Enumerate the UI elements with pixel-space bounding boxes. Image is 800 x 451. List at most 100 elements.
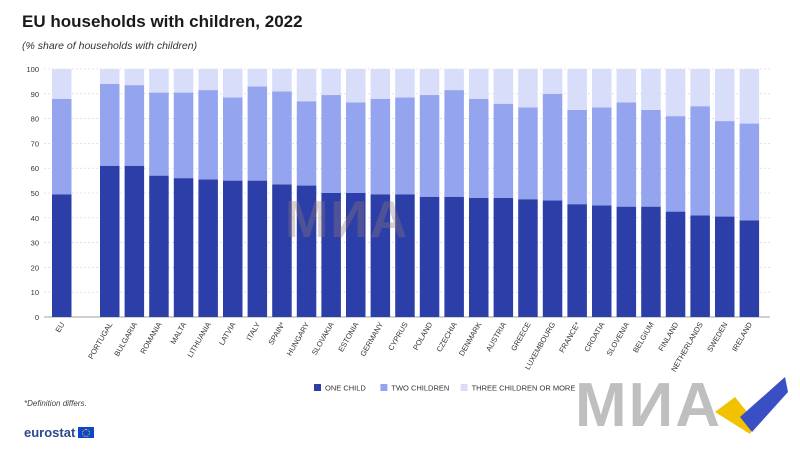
bar-three-or-more [444, 69, 464, 91]
y-tick-label: 50 [31, 189, 39, 198]
bar-three-or-more [346, 69, 366, 103]
y-tick-label: 20 [31, 263, 39, 272]
watermark-arrow-icon [715, 377, 788, 434]
bar-two-children [739, 123, 760, 221]
bar-one-child [444, 196, 464, 317]
x-tick-label: ROMANIA [138, 321, 163, 356]
bar-one-child [493, 197, 514, 317]
x-tick-label: SWEDEN [705, 321, 729, 354]
bar-three-or-more [739, 69, 760, 124]
y-tick-label: 30 [31, 239, 39, 248]
bar-one-child [395, 194, 415, 317]
x-tick-label: PORTUGAL [86, 321, 114, 361]
bar-three-or-more [321, 69, 341, 96]
bar-three-or-more [567, 69, 587, 110]
bar-two-children [641, 109, 661, 207]
legend-swatch [380, 384, 388, 391]
bar-two-children [469, 98, 489, 198]
bar-two-children [616, 102, 637, 207]
bar-one-child [616, 206, 637, 317]
x-tick-label: MALTA [169, 321, 189, 346]
bar-one-child [419, 196, 440, 317]
bar-two-children [346, 102, 366, 193]
bar-two-children [223, 97, 243, 181]
bar-two-children [419, 95, 440, 197]
bar-one-child [296, 185, 317, 317]
eu-flag-icon [78, 427, 95, 438]
bar-two-children [518, 107, 538, 200]
bar-one-child [149, 175, 169, 317]
bar-two-children [690, 106, 710, 216]
bar-one-child [346, 193, 366, 317]
x-tick-label: POLAND [411, 320, 435, 352]
bar-three-or-more [370, 69, 391, 99]
bar-three-or-more [616, 69, 637, 103]
bar-one-child [567, 204, 587, 317]
bar-one-child [665, 211, 686, 317]
bar-three-or-more [715, 69, 735, 122]
logo-text: eurostat [24, 425, 76, 440]
x-tick-label: GREECE [509, 321, 533, 353]
bar-one-child [173, 178, 194, 317]
bar-two-children [493, 103, 514, 198]
bar-three-or-more [469, 69, 489, 99]
bar-three-or-more [173, 69, 194, 93]
x-tick-label: ITALY [244, 321, 262, 343]
bar-one-child [370, 194, 391, 317]
bar-one-child [690, 215, 710, 317]
bar-one-child [542, 200, 563, 317]
legend-label: THREE CHILDREN OR MORE [472, 384, 576, 393]
x-tick-label: SPAIN* [266, 320, 286, 346]
bar-two-children [542, 93, 563, 201]
y-tick-label: 10 [31, 288, 39, 297]
bar-one-child [52, 194, 72, 317]
watermark-center: МИА [285, 191, 410, 249]
bar-one-child [223, 180, 243, 317]
footnote: *Definition differs. [24, 399, 87, 408]
bar-two-children [272, 91, 292, 185]
legend-label: TWO CHILDREN [391, 384, 449, 393]
y-tick-label: 80 [31, 115, 39, 124]
bar-two-children [444, 90, 464, 197]
legend-label: ONE CHILD [325, 384, 366, 393]
x-tick-label: BULGARIA [112, 321, 139, 358]
y-tick-label: 0 [35, 313, 39, 322]
bar-one-child [272, 184, 292, 317]
watermark-bottom-right: МИА [575, 371, 722, 440]
bar-three-or-more [296, 69, 317, 102]
x-tick-label: BELGIUM [631, 321, 656, 355]
x-tick-label: FRANCE* [557, 320, 582, 354]
bar-three-or-more [198, 69, 218, 91]
x-tick-label: CYPRUS [386, 321, 409, 353]
bar-one-child [592, 205, 612, 317]
bar-three-or-more [100, 69, 120, 84]
x-tick-label: DENMARK [457, 321, 484, 358]
x-tick-label: IRELAND [730, 320, 754, 353]
bar-three-or-more [690, 69, 710, 107]
bar-three-or-more [493, 69, 514, 104]
x-tick-label: CZECHIA [435, 321, 459, 354]
bar-three-or-more [52, 69, 72, 99]
bar-three-or-more [149, 69, 169, 93]
y-tick-label: 100 [26, 65, 39, 74]
x-tick-label: LATVIA [217, 321, 237, 347]
bar-two-children [149, 92, 169, 176]
bar-three-or-more [272, 69, 292, 92]
bar-three-or-more [518, 69, 538, 108]
bar-two-children [296, 101, 317, 186]
bar-two-children [247, 86, 268, 181]
eurostat-logo: eurostat [24, 425, 95, 440]
bar-two-children [124, 85, 145, 166]
bar-three-or-more [124, 69, 145, 86]
bar-one-child [198, 179, 218, 317]
bar-three-or-more [592, 69, 612, 108]
bar-one-child [739, 220, 760, 317]
bar-two-children [715, 121, 735, 217]
legend-swatch [460, 384, 468, 391]
bar-two-children [100, 83, 120, 166]
x-tick-label: EU [53, 321, 66, 335]
y-tick-label: 60 [31, 164, 39, 173]
x-tick-label: HUNGARY [285, 321, 311, 358]
bar-three-or-more [395, 69, 415, 98]
bar-one-child [321, 193, 341, 317]
